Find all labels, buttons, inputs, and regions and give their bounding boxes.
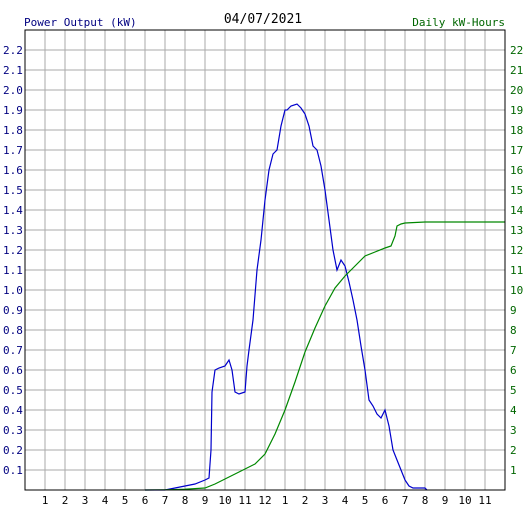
- x-tick-label: 11: [478, 494, 491, 507]
- plot-border: [24, 29, 506, 491]
- left-tick-label: 1.6: [3, 164, 23, 177]
- power-output-line: [145, 103, 428, 491]
- x-tick-label: 8: [182, 494, 189, 507]
- left-axis-label: Power Output (kW): [24, 16, 137, 29]
- right-tick-label: 5: [510, 384, 517, 397]
- left-tick-label: 1.0: [3, 284, 23, 297]
- x-tick-label: 9: [442, 494, 449, 507]
- left-tick-label: 2.1: [3, 64, 23, 77]
- right-tick-label: 20: [510, 84, 523, 97]
- right-tick-label: 21: [510, 64, 523, 77]
- x-tick-label: 9: [202, 494, 209, 507]
- left-tick-label: 0.7: [3, 344, 23, 357]
- x-tick-label: 6: [382, 494, 389, 507]
- left-tick-label: 0.9: [3, 304, 23, 317]
- right-tick-label: 12: [510, 244, 523, 257]
- right-tick-label: 1: [510, 464, 517, 477]
- right-tick-label: 8: [510, 324, 517, 337]
- right-tick-label: 11: [510, 264, 523, 277]
- x-tick-label: 2: [62, 494, 69, 507]
- right-tick-label: 14: [510, 204, 524, 217]
- right-tick-label: 4: [510, 404, 517, 417]
- left-tick-label: 1.2: [3, 244, 23, 257]
- chart-title: 04/07/2021: [224, 12, 302, 27]
- x-tick-label: 6: [142, 494, 149, 507]
- left-tick-label: 0.2: [3, 444, 23, 457]
- left-tick-label: 0.5: [3, 384, 23, 397]
- right-tick-label: 13: [510, 224, 523, 237]
- right-tick-label: 3: [510, 424, 517, 437]
- right-tick-label: 17: [510, 144, 523, 157]
- right-tick-label: 19: [510, 104, 523, 117]
- left-tick-label: 1.7: [3, 144, 23, 157]
- x-tick-label: 8: [422, 494, 429, 507]
- x-tick-label: 2: [302, 494, 309, 507]
- right-tick-label: 15: [510, 184, 523, 197]
- right-tick-label: 6: [510, 364, 517, 377]
- x-tick-label: 7: [402, 494, 409, 507]
- right-tick-label: 9: [510, 304, 517, 317]
- x-axis-ticks: 1 2 3 4 5 6 7 8 9 10 11 12 1 2 3 4 5 6 7 8 9 10 11: [42, 494, 492, 507]
- x-tick-label: 4: [102, 494, 109, 507]
- x-tick-label: 4: [342, 494, 349, 507]
- x-tick-label: 5: [122, 494, 129, 507]
- right-tick-label: 16: [510, 164, 523, 177]
- left-tick-label: 0.8: [3, 324, 23, 337]
- left-tick-label: 1.3: [3, 224, 23, 237]
- x-tick-label: 7: [162, 494, 169, 507]
- x-tick-label: 11: [238, 494, 251, 507]
- left-tick-label: 1.8: [3, 124, 23, 137]
- right-tick-label: 10: [510, 284, 523, 297]
- left-tick-label: 1.5: [3, 184, 23, 197]
- left-tick-label: 2.0: [3, 84, 23, 97]
- left-tick-label: 1.4: [3, 204, 23, 217]
- x-tick-label: 5: [362, 494, 369, 507]
- series-lines: [144, 103, 505, 491]
- left-tick-label: 1.1: [3, 264, 23, 277]
- left-axis-ticks: 0.1 0.2 0.3 0.4 0.5 0.6 0.7 0.8 0.9 1.0 1.1 1.2 1.3 1…: [3, 44, 23, 477]
- x-tick-label: 10: [218, 494, 231, 507]
- right-tick-label: 22: [510, 44, 523, 57]
- x-tick-label: 12: [258, 494, 271, 507]
- left-tick-label: 0.1: [3, 464, 23, 477]
- daily-kwh-line: [144, 221, 505, 491]
- right-axis-label: Daily kW-Hours: [412, 16, 505, 29]
- x-tick-label: 3: [322, 494, 329, 507]
- right-tick-label: 18: [510, 124, 523, 137]
- right-tick-label: 7: [510, 344, 517, 357]
- x-tick-label: 3: [82, 494, 89, 507]
- right-tick-label: 2: [510, 444, 517, 457]
- x-tick-label: 1: [282, 494, 289, 507]
- left-tick-label: 2.2: [3, 44, 23, 57]
- x-tick-label: 10: [458, 494, 471, 507]
- x-tick-label: 1: [42, 494, 49, 507]
- left-tick-label: 1.9: [3, 104, 23, 117]
- grid-lines: [25, 30, 505, 490]
- left-tick-label: 0.6: [3, 364, 23, 377]
- left-tick-label: 0.4: [3, 404, 23, 417]
- left-tick-label: 0.3: [3, 424, 23, 437]
